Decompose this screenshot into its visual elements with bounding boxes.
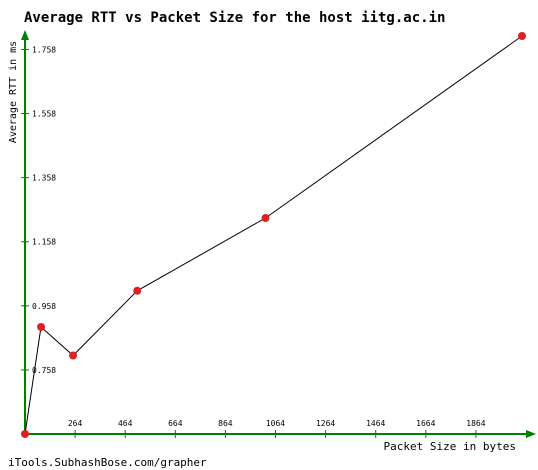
x-tick-label: 464 <box>118 419 133 428</box>
x-tick-label: 1064 <box>266 419 285 428</box>
axes <box>21 30 536 438</box>
tick-marks <box>21 48 477 438</box>
y-tick-label: 0.958 <box>32 302 56 311</box>
x-tick-label: 1864 <box>466 419 485 428</box>
chart-title: Average RTT vs Packet Size for the host … <box>24 10 445 26</box>
data-series <box>21 32 526 438</box>
x-tick-label: 864 <box>218 419 233 428</box>
y-tick-label: 1.558 <box>32 110 56 119</box>
series-line <box>24 35 523 435</box>
data-point <box>21 430 29 438</box>
footer-credit: iTools.SubhashBose.com/grapher <box>8 456 207 469</box>
x-tick-label: 264 <box>68 419 83 428</box>
y-tick-labels: 0.758 0.958 1.158 1.358 1.558 1.758 <box>32 45 56 374</box>
y-tick-label: 1.158 <box>32 238 56 247</box>
y-tick-label: 1.758 <box>32 45 56 54</box>
x-tick-labels: 264 464 664 864 1064 1264 1464 1664 1864 <box>68 419 486 428</box>
data-point <box>261 214 270 223</box>
y-axis-label: Average RTT in ms <box>8 41 19 143</box>
data-point <box>517 32 526 40</box>
data-point <box>37 322 46 331</box>
y-axis-arrow <box>21 30 29 40</box>
data-point <box>69 351 78 360</box>
x-tick-label: 1464 <box>366 419 385 428</box>
data-point <box>133 286 142 295</box>
x-tick-label: 1664 <box>416 419 435 428</box>
x-tick-label: 1264 <box>316 419 335 428</box>
x-axis-label: Packet Size in bytes <box>384 440 516 453</box>
y-tick-label: 0.758 <box>32 366 56 375</box>
x-axis-arrow <box>526 430 536 438</box>
x-tick-label: 664 <box>168 419 183 428</box>
y-tick-label: 1.358 <box>32 174 56 183</box>
